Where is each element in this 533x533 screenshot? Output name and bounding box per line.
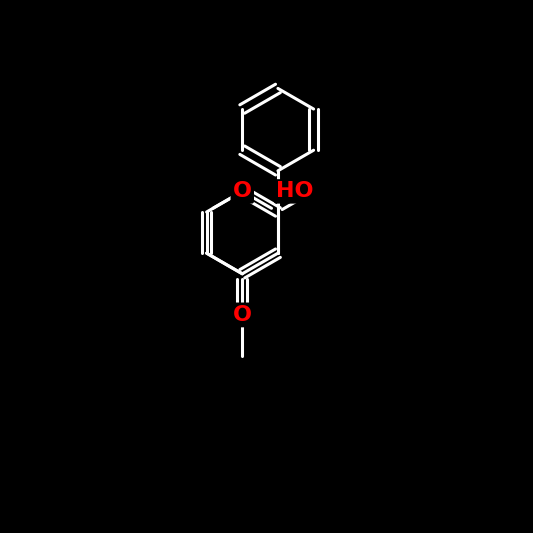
Text: O: O — [233, 181, 252, 201]
Text: O: O — [233, 305, 252, 325]
Text: O: O — [233, 305, 252, 325]
Text: HO: HO — [276, 181, 313, 201]
